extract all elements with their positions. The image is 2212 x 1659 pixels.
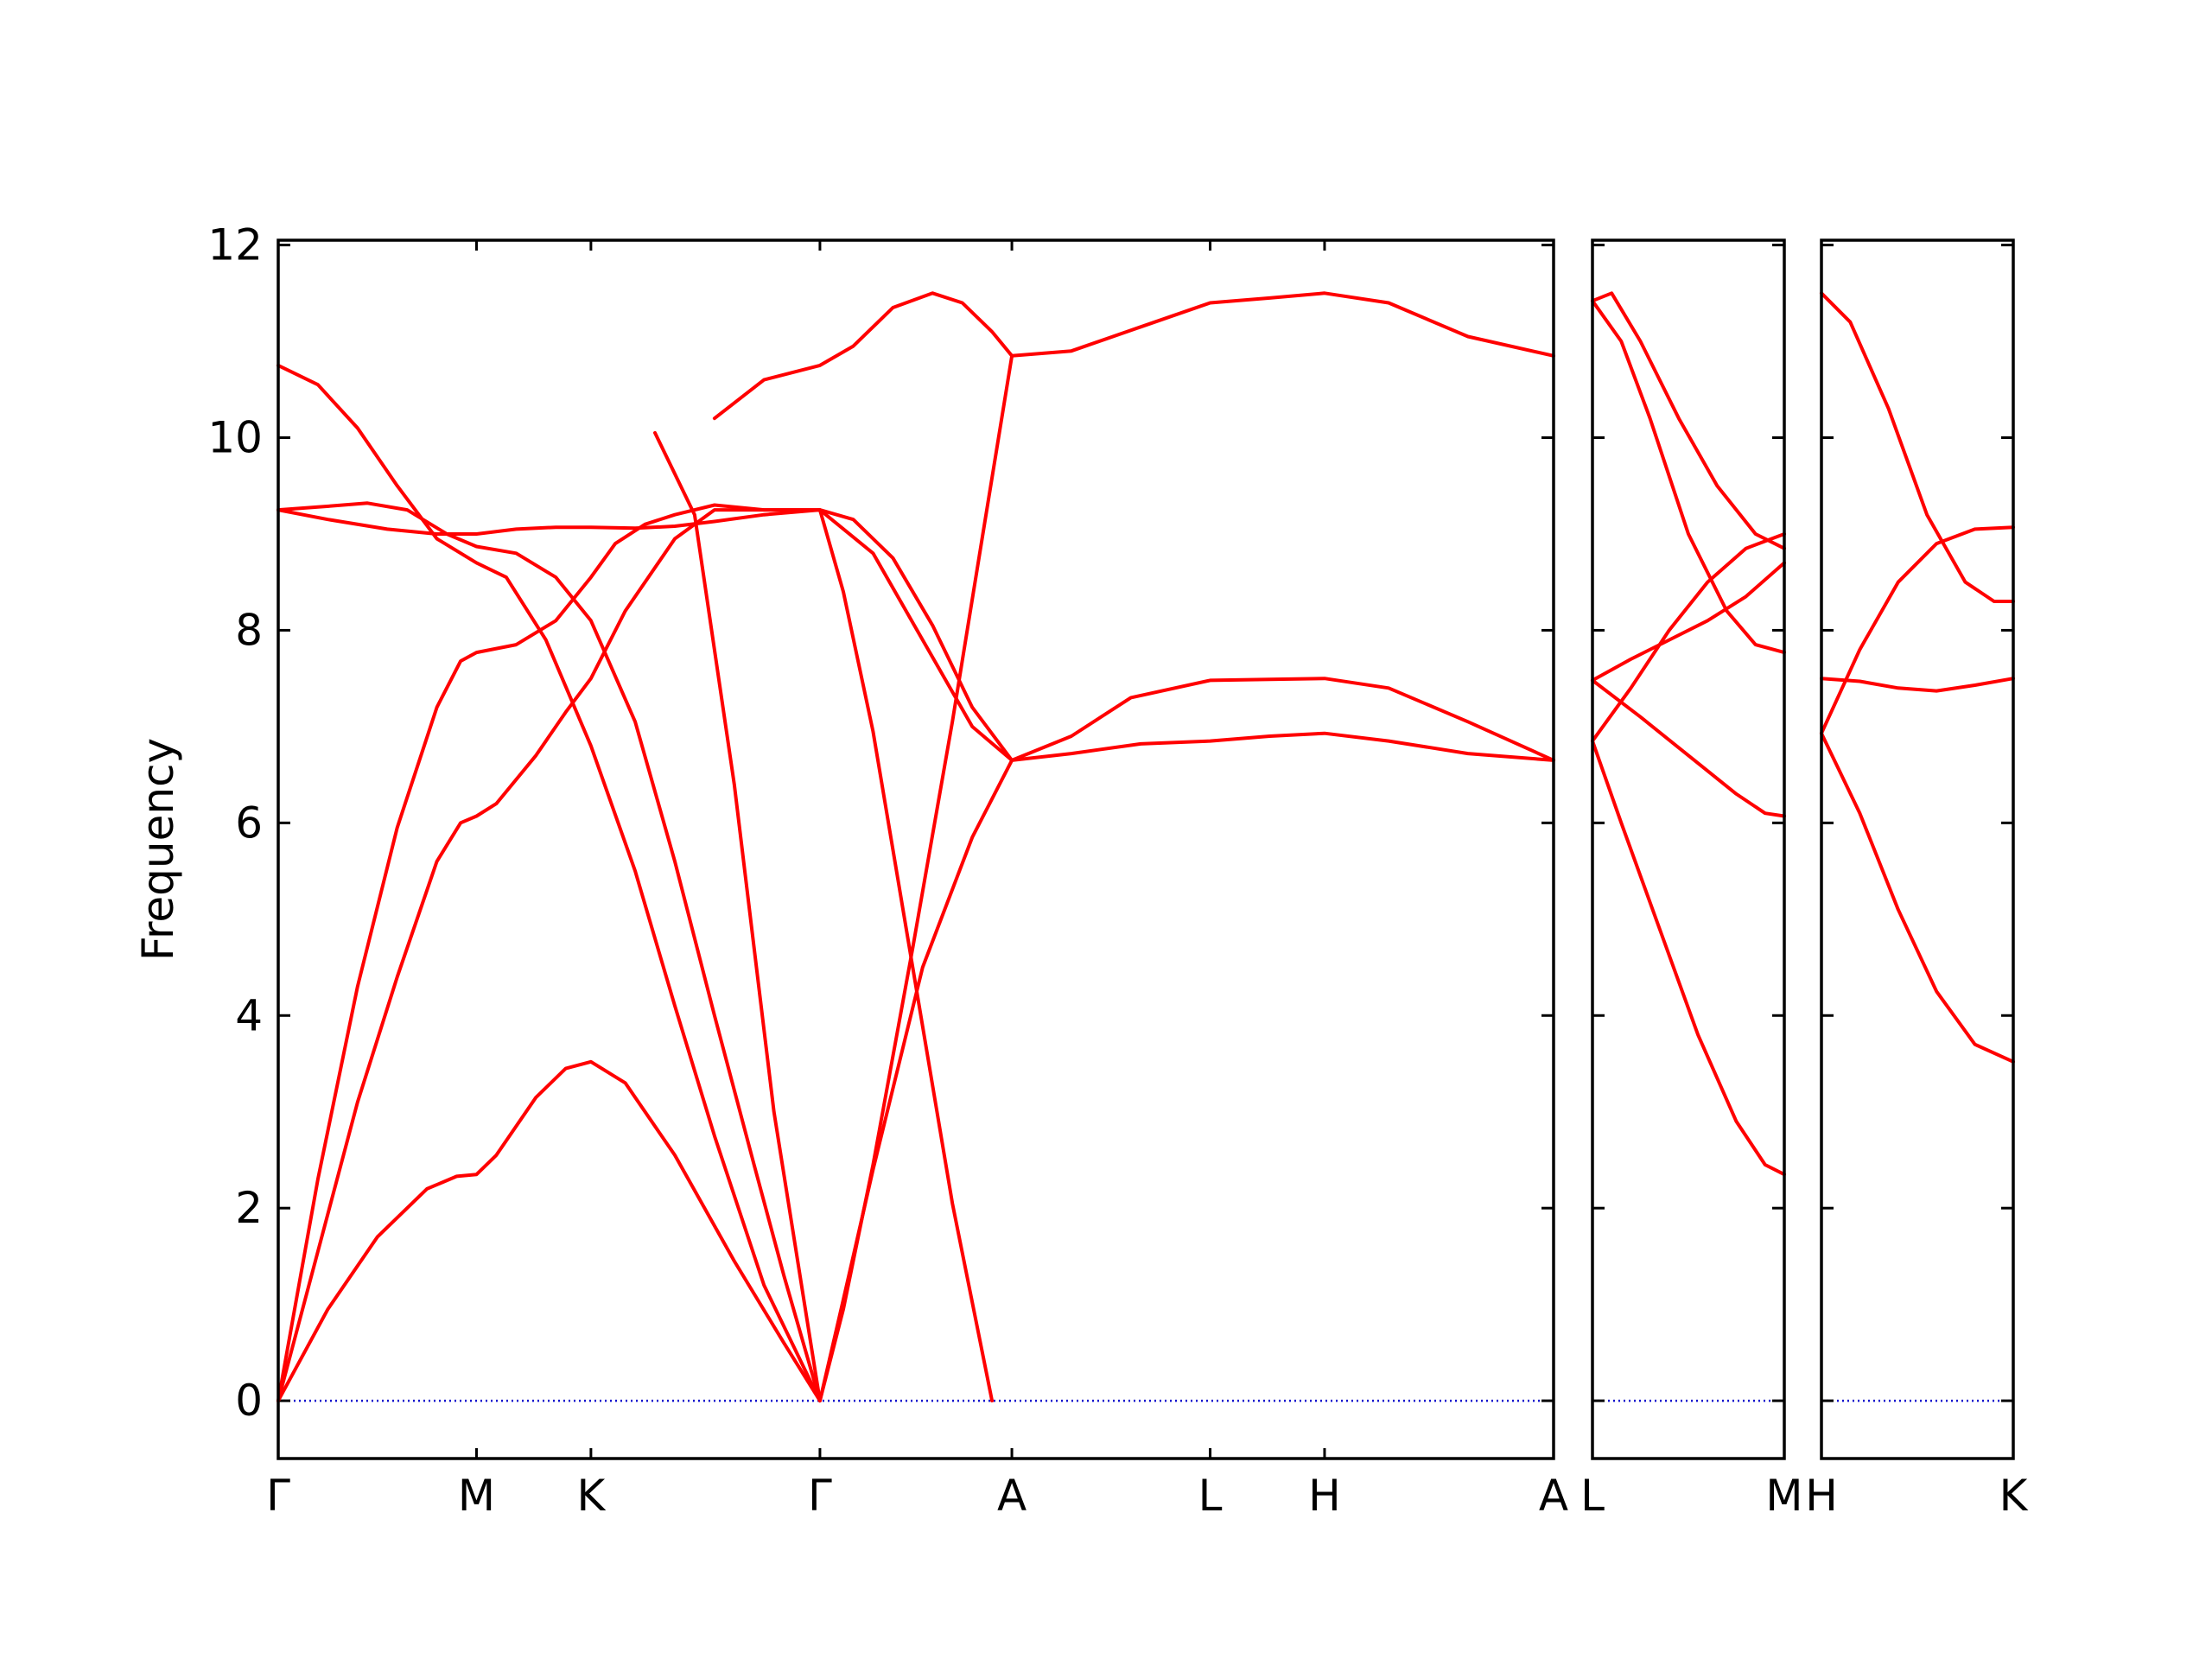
band-line	[1591, 561, 1786, 683]
y-tick-label: 10	[207, 412, 263, 462]
y-tick-label: 6	[235, 798, 263, 848]
band-line	[1591, 678, 1786, 818]
x-tick-label: L	[1198, 1471, 1223, 1521]
panel-frame	[276, 238, 1555, 1460]
band-line	[1820, 677, 2015, 693]
x-tick-label: M	[1765, 1471, 1802, 1521]
y-tick-label: 2	[235, 1183, 263, 1233]
y-axis-label: Frequency	[133, 738, 183, 961]
band-line	[1591, 291, 1786, 550]
panel-frame	[1820, 238, 2015, 1460]
band-line	[1820, 731, 2015, 1064]
panel-1: Γ M K Γ A L H A 0 2 4 6 8 10 12	[207, 220, 1568, 1521]
x-tick-label: A	[997, 1471, 1027, 1521]
x-tick-label: H	[1805, 1471, 1838, 1521]
y-tick-label: 12	[207, 220, 263, 270]
x-tick-label: A	[1539, 1471, 1568, 1521]
band-line	[276, 1059, 822, 1403]
x-tick-label: H	[1308, 1471, 1341, 1521]
x-tick-label: K	[576, 1471, 606, 1521]
y-tick-label: 4	[235, 990, 263, 1040]
x-tick-label: M	[458, 1471, 495, 1521]
band-line	[1591, 739, 1786, 1177]
band-line	[1820, 525, 2015, 735]
band-line	[712, 291, 1555, 421]
band-line	[276, 508, 1555, 1403]
x-tick-label: K	[1999, 1471, 2029, 1521]
band-line	[1820, 291, 2015, 603]
x-tick-label: Γ	[266, 1471, 290, 1521]
y-tick-label: 0	[235, 1376, 263, 1426]
band-line	[276, 503, 1555, 1403]
band-line	[653, 430, 822, 1403]
band-line	[1591, 299, 1786, 655]
x-tick-label: L	[1580, 1471, 1605, 1521]
x-tick-label: Γ	[808, 1471, 832, 1521]
band-line	[276, 353, 1014, 1403]
y-tick-label: 8	[235, 605, 263, 655]
panel-frame	[1591, 238, 1786, 1460]
band-line	[1591, 532, 1786, 743]
band-line	[276, 508, 995, 1403]
